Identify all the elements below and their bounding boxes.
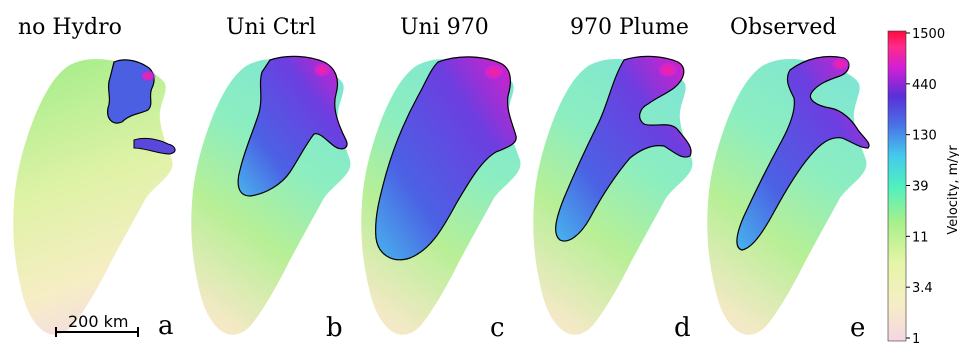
panel-letter-d: d [674,313,691,343]
panel-letter-e: e [850,313,865,343]
hotspot-b [312,62,332,78]
panel-a: no Hydro a [13,15,176,341]
scale-bar: 200 km [55,312,139,337]
scale-bar-label: 200 km [68,312,128,331]
hotspot-d [656,61,680,79]
fast-flow-d [555,55,692,242]
colorbar-tick-label: 1 [912,332,920,345]
panel-letter-b: b [326,313,343,343]
panel-title-a: no Hydro [18,15,122,40]
colorbar-tick-label: 39 [912,180,929,195]
colorbar-tick-label: 3.4 [912,281,933,296]
hotspot-e [830,57,850,71]
panel-title-e: Observed [730,15,836,40]
fast-flow-c [375,56,517,261]
colorbar-ticks: 1500 440 130 39 11 3.4 1 [906,27,945,345]
colorbar-tick-label: 130 [912,129,937,144]
hotspot-c [482,63,506,81]
panel-title-d: 970 Plume [570,15,689,40]
panel-letter-c: c [490,313,505,343]
hotspot-a [140,70,156,82]
colorbar-tick-label: 1500 [912,27,945,42]
ice-sheet-e [707,59,867,335]
colorbar-tick-label: 440 [912,78,937,93]
panel-c: Uni 970 c [361,15,521,343]
fast-flow-a-east [133,137,176,155]
panel-title-c: Uni 970 [400,15,489,40]
panel-b: Uni Ctrl b [191,15,351,343]
panel-letter-a: a [158,311,174,341]
panel-e: Observed e [707,15,870,343]
colorbar-ramp [887,30,907,342]
fast-flow-b [237,55,348,197]
panel-d: 970 Plume d [533,15,693,343]
colorbar: 1500 440 130 39 11 3.4 1 Velocity, m/yr [887,27,959,345]
colorbar-label: Velocity, m/yr [946,145,959,235]
fast-flow-e [736,55,870,251]
colorbar-tick-label: 11 [912,230,929,245]
panel-title-b: Uni Ctrl [226,15,316,40]
